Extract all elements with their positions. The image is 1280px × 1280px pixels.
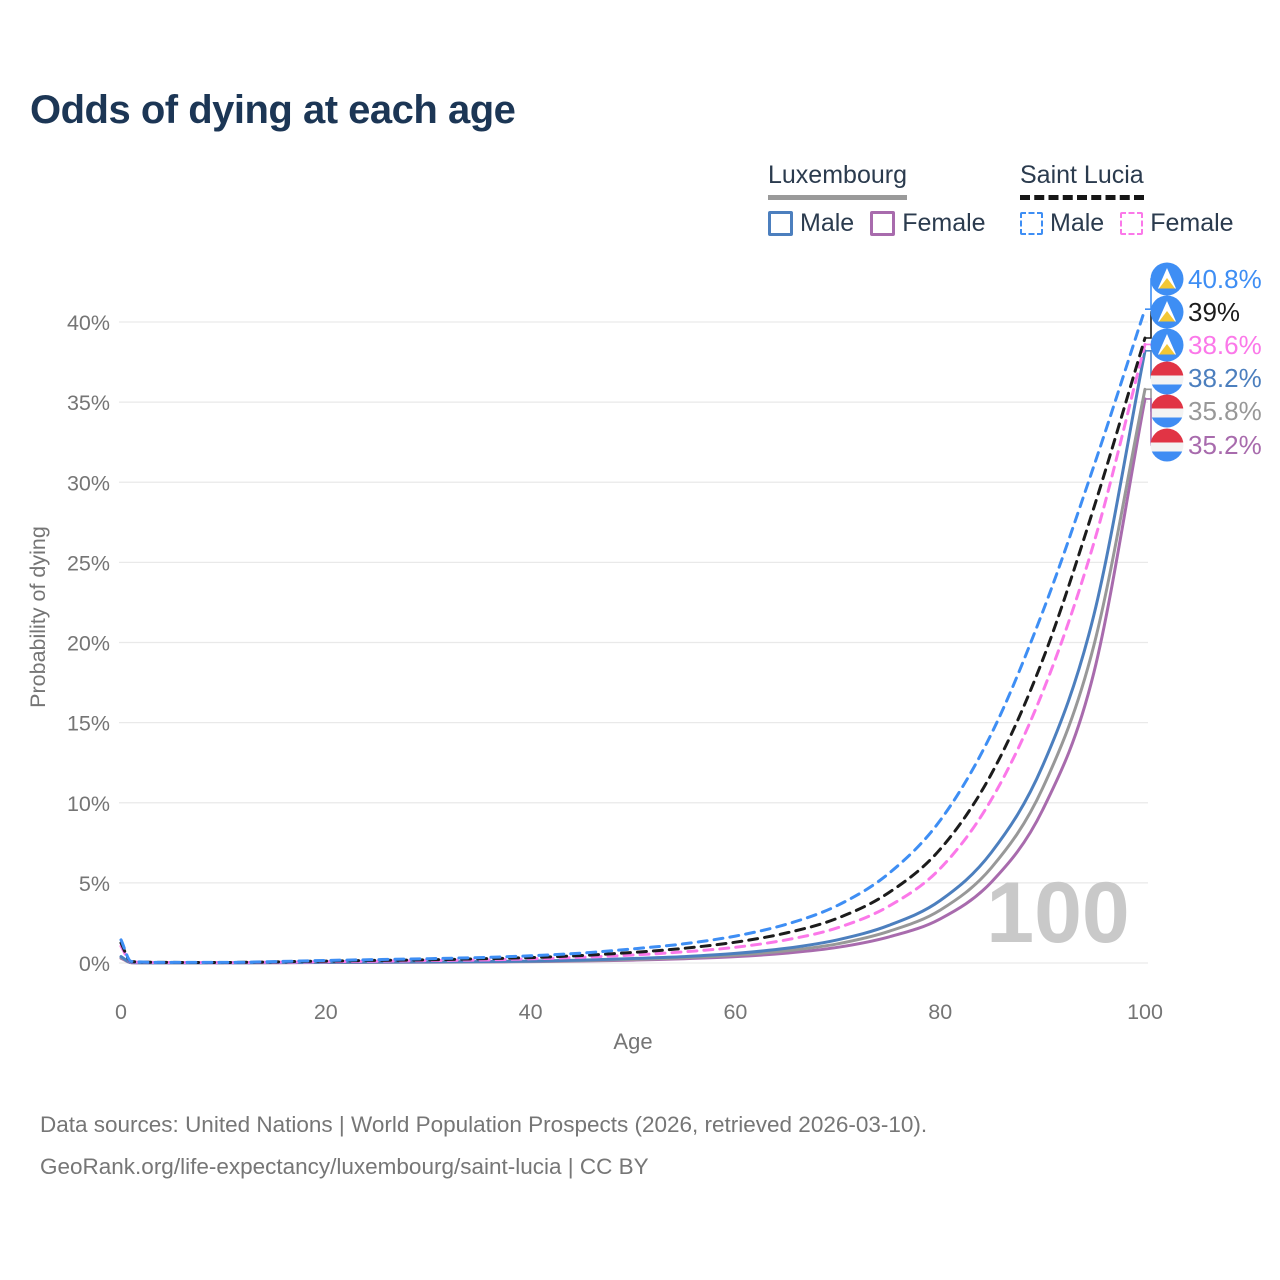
legend-item-luxembourg-female[interactable]: Female	[870, 208, 986, 238]
y-tick-label: 10%	[67, 792, 110, 816]
end-marker-saint-lucia-female	[1150, 328, 1184, 362]
footer-attribution: GeoRank.org/life-expectancy/luxembourg/s…	[40, 1154, 649, 1180]
y-tick-label: 30%	[67, 471, 110, 495]
x-tick-label: 40	[519, 1000, 543, 1024]
y-tick-label: 25%	[67, 551, 110, 575]
y-tick-label: 15%	[67, 712, 110, 736]
x-tick-label: 80	[928, 1000, 952, 1024]
legend-swatch-saint-lucia-male	[1020, 211, 1043, 235]
legend-label-saint-lucia-female: Female	[1150, 208, 1234, 237]
end-marker-luxembourg-both	[1150, 394, 1184, 428]
series-line-saint-lucia-female	[119, 342, 1147, 965]
legend-group-luxembourg: Luxembourg Male Female	[768, 161, 986, 238]
legend-group-saint-lucia: Saint Lucia Male Female	[1020, 161, 1234, 238]
legend-item-saint-lucia-male[interactable]: Male	[1020, 209, 1104, 238]
end-label-luxembourg-both: 35.8%	[1188, 396, 1262, 426]
y-tick-label: 0%	[79, 952, 110, 976]
end-label-luxembourg-male: 38.2%	[1188, 363, 1262, 393]
line-chart: 0% 5% 10% 15% 20% 25% 30% 35% 40% 0 20 40 60 80 100 Age…	[26, 262, 1262, 1054]
luxembourg-flag-icon	[1150, 361, 1184, 395]
luxembourg-flag-icon	[1150, 428, 1184, 462]
x-tick-label: 20	[314, 1000, 338, 1024]
saint-lucia-flag-icon	[1150, 262, 1184, 296]
legend-swatch-luxembourg-male	[768, 210, 793, 236]
y-tick-label: 5%	[79, 872, 110, 896]
legend-item-luxembourg-male[interactable]: Male	[768, 209, 854, 238]
luxembourg-flag-icon	[1150, 394, 1184, 428]
legend-country-saint-lucia: Saint Lucia	[1020, 161, 1144, 200]
end-marker-saint-lucia-male	[1150, 262, 1184, 296]
end-marker-saint-lucia-both	[1150, 295, 1184, 329]
saint-lucia-flag-icon	[1150, 295, 1184, 329]
y-axis-title: Probability of dying	[26, 526, 50, 708]
y-tick-label: 20%	[67, 632, 110, 656]
legend-swatch-saint-lucia-female	[1120, 211, 1144, 235]
y-tick-label: 35%	[67, 391, 110, 415]
legend-swatch-luxembourg-female	[870, 210, 896, 236]
end-label-saint-lucia-both: 39%	[1188, 297, 1240, 327]
legend-country-luxembourg: Luxembourg	[768, 161, 907, 200]
legend-label-luxembourg-male: Male	[800, 208, 855, 237]
series-line-saint-lucia-male	[119, 307, 1147, 964]
page-title: Odds of dying at each age	[30, 88, 516, 132]
x-tick-label: 100	[1127, 1000, 1163, 1024]
end-label-luxembourg-female: 35.2%	[1188, 430, 1262, 460]
end-label-saint-lucia-female: 38.6%	[1188, 330, 1262, 360]
end-label-saint-lucia-male: 40.8%	[1188, 264, 1262, 294]
legend-item-saint-lucia-female[interactable]: Female	[1120, 208, 1234, 238]
footer: Data sources: United Nations | World Pop…	[40, 1104, 927, 1188]
saint-lucia-flag-icon	[1150, 328, 1184, 362]
age-watermark: 100	[986, 865, 1130, 961]
end-marker-luxembourg-male	[1150, 361, 1184, 395]
legend-label-saint-lucia-male: Male	[1050, 208, 1105, 237]
x-tick-label: 60	[723, 1000, 747, 1024]
end-marker-luxembourg-female	[1150, 428, 1184, 462]
footer-sources: Data sources: United Nations | World Pop…	[40, 1112, 928, 1137]
y-tick-label: 40%	[67, 311, 110, 335]
legend-label-luxembourg-female: Female	[902, 208, 986, 237]
x-axis-title: Age	[613, 1029, 652, 1054]
x-tick-label: 0	[115, 1000, 127, 1024]
